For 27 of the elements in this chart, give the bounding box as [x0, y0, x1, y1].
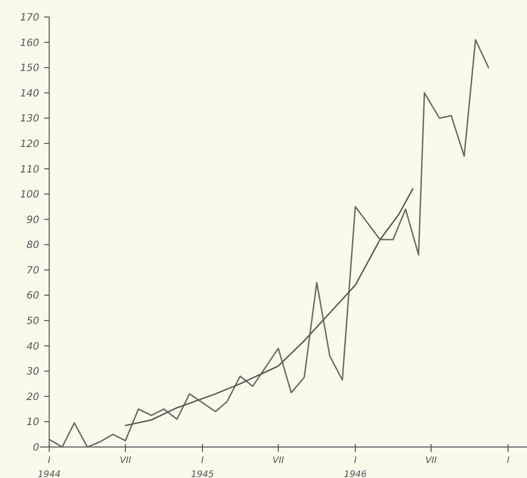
y-tick-label: 120 [20, 138, 40, 150]
y-tick-label: 0 [32, 442, 40, 454]
y-tick-label: 20 [26, 392, 40, 403]
x-tick-label: I 1944 [38, 456, 61, 478]
y-tick-label: 110 [20, 164, 40, 176]
y-tick-label: 150 [20, 63, 40, 74]
y-tick-label: 50 [26, 316, 40, 328]
y-tick-label: 70 [26, 265, 40, 276]
line-series [48, 39, 490, 448]
y-tick-label: 10 [26, 417, 40, 428]
y-tick-label: 140 [20, 88, 40, 100]
y-tick-label: 130 [20, 114, 40, 125]
x-tick-label: VII [425, 456, 438, 466]
x-tick-label: VII [272, 456, 284, 466]
y-tick-label: 100 [20, 190, 40, 201]
y-tick-label: 30 [26, 366, 40, 378]
y-tick-label: 170 [20, 12, 40, 24]
line-series [124, 188, 414, 426]
y-tick-label: 40 [26, 341, 40, 352]
y-tick-label: 160 [20, 38, 40, 49]
y-tick-label: 80 [26, 240, 40, 252]
x-tick-label: I 1946 [344, 456, 368, 478]
y-tick-label: 90 [26, 214, 40, 226]
y-tick-label: 60 [26, 290, 40, 302]
x-tick-label: I [506, 456, 510, 466]
x-tick-label: I 1945 [191, 456, 214, 478]
x-tick-label: VII [120, 456, 132, 466]
